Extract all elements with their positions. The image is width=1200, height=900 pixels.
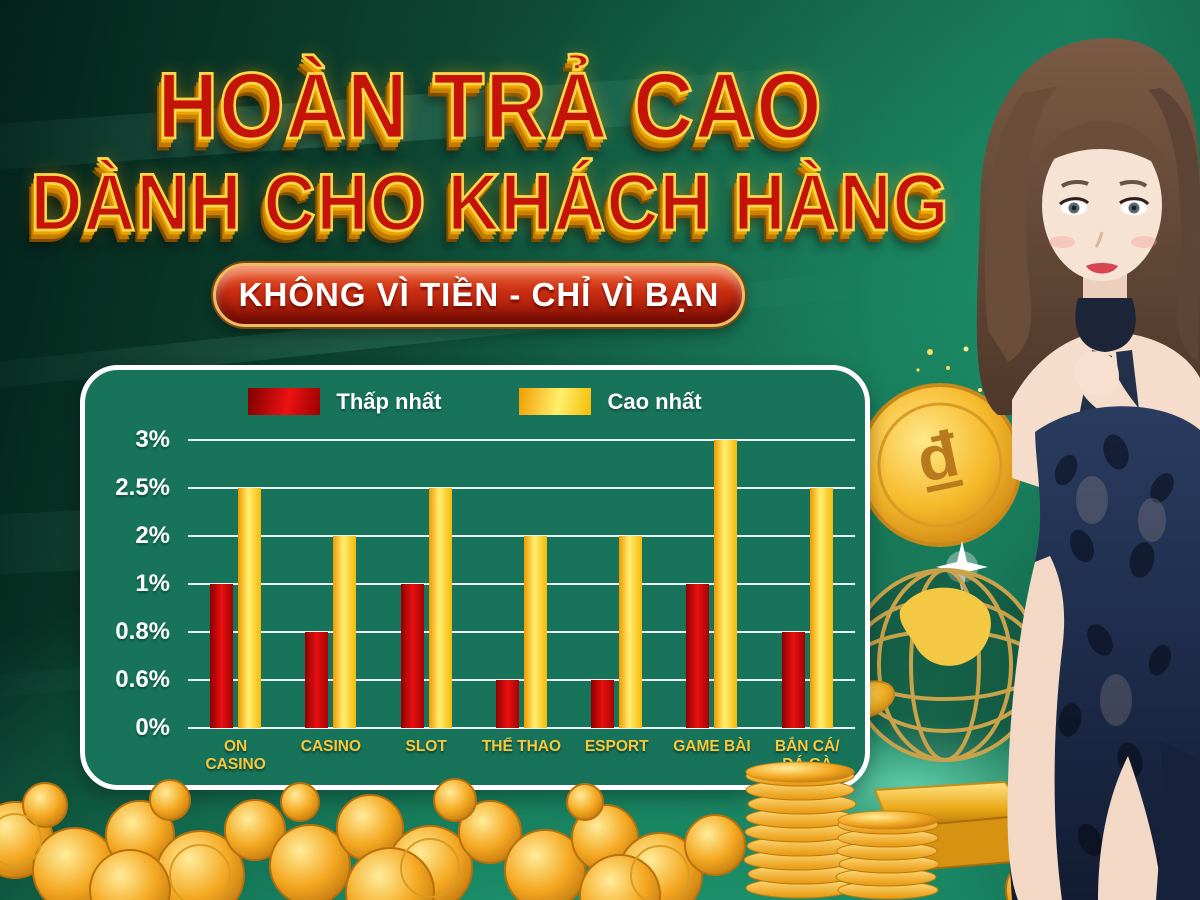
coin-stack-icon: [743, 761, 940, 900]
headline: HOÀN TRẢ CAO DÀNH CHO KHÁCH HÀNG: [0, 52, 980, 249]
coin-pile-icon: [0, 778, 1200, 900]
bar-highest-slot: [428, 488, 452, 728]
hand: [1073, 351, 1119, 397]
x-category-label: ON CASINO: [205, 738, 266, 773]
hair-side-left: [984, 86, 1058, 362]
gridline: [188, 679, 855, 681]
leg: [1098, 756, 1162, 900]
legend-label-lowest: Thấp nhất: [336, 388, 442, 414]
legend-swatch-red: [248, 388, 321, 415]
bar-highest-thể-thao: [523, 536, 547, 728]
legend-item-lowest: Thấp nhất: [248, 388, 441, 415]
gridline: [188, 727, 855, 729]
rebate-chart-panel: Thấp nhất Cao nhất 0% 0.6% 0.8% 1% 2% 2.5% 3% …: [80, 365, 870, 790]
lace-sheer: [1076, 476, 1166, 726]
lower-arm: [1007, 556, 1065, 900]
gridline: [188, 487, 855, 489]
y-tick-label: 1%: [135, 570, 170, 597]
bar-highest-esport: [619, 536, 643, 728]
bar-highest-casino: [333, 536, 357, 728]
legend-item-highest: Cao nhất: [519, 388, 702, 415]
blush-right: [1131, 236, 1157, 248]
blush-left: [1049, 236, 1075, 248]
slogan-ribbon: KHÔNG VÌ TIỀN - CHỈ VÌ BẠN: [213, 263, 745, 327]
hair-side-right: [1148, 88, 1200, 362]
y-tick-label: 0.6%: [115, 666, 170, 693]
headline-line1: HOÀN TRẢ CAO: [156, 52, 823, 160]
bar-lowest-game-bài: [686, 584, 710, 728]
gold-continent-icon: [899, 587, 991, 666]
bangs: [1038, 121, 1168, 172]
bar-group: [188, 488, 283, 728]
legend-label-highest: Cao nhất: [607, 388, 702, 414]
y-tick-label: 0.8%: [115, 618, 170, 645]
dress-flap: [1156, 740, 1200, 900]
headline-line2: DÀNH CHO KHÁCH HÀNG: [29, 157, 950, 249]
x-category-label: ESPORT: [584, 738, 649, 755]
choker: [1075, 298, 1136, 352]
bar-group: [664, 440, 759, 728]
bar-lowest-esport: [591, 680, 615, 728]
bar-highest-on-casino: [238, 488, 262, 728]
gold-coin-pile: [0, 761, 1200, 900]
y-tick-label: 2.5%: [115, 474, 170, 501]
x-category-label: SLOT: [405, 738, 447, 755]
gridline: [188, 535, 855, 537]
bar-lowest-slot: [400, 584, 424, 728]
plot-area: 0% 0.6% 0.8% 1% 2% 2.5% 3%: [115, 426, 855, 741]
nose: [1094, 231, 1104, 248]
y-tick-label: 3%: [135, 426, 170, 453]
bar-highest-bắn-cá-đá-gà: [809, 488, 833, 728]
bar-lowest-thể-thao: [495, 680, 519, 728]
bar-group: [760, 488, 855, 728]
gridline: [188, 583, 855, 585]
lips: [1086, 263, 1118, 274]
gridline: [188, 631, 855, 633]
bar-series: [188, 440, 855, 728]
x-category-label: GAME BÀI: [673, 738, 751, 755]
y-tick-label: 0%: [135, 714, 170, 741]
bar-lowest-casino: [305, 632, 329, 728]
bar-group: [474, 536, 569, 728]
bar-group: [283, 536, 378, 728]
bar-group: [379, 488, 474, 728]
slogan-text: KHÔNG VÌ TIỀN - CHỈ VÌ BẠN: [238, 276, 720, 313]
y-tick-label: 2%: [135, 522, 170, 549]
x-category-label: THỂ THAO: [481, 738, 562, 755]
bar-lowest-bắn-cá-đá-gà: [781, 632, 805, 728]
gridline: [188, 439, 855, 441]
gold-decor-group: ₫: [834, 346, 1042, 874]
bar-highest-game-bài: [714, 440, 738, 728]
eyes-icon: [1059, 179, 1150, 215]
chart-legend: Thấp nhất Cao nhất: [85, 388, 865, 415]
x-category-label: CASINO: [300, 738, 362, 755]
face: [1042, 129, 1162, 281]
bar-lowest-on-casino: [210, 584, 234, 728]
bar-group: [569, 536, 664, 728]
hostess-illustration: [976, 38, 1200, 900]
legend-swatch-yellow: [519, 388, 592, 415]
